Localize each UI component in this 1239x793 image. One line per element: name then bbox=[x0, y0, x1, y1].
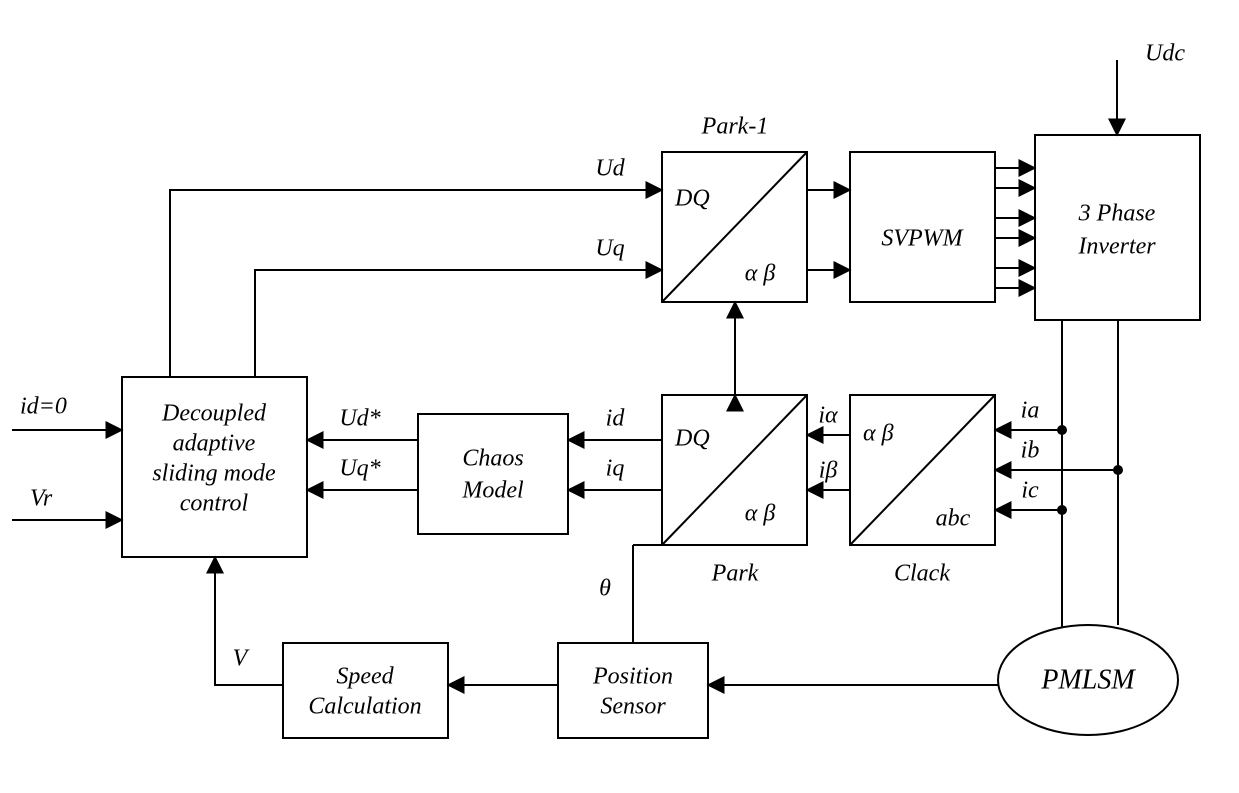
controller-line4: control bbox=[180, 491, 249, 517]
udc-label: Udc bbox=[1145, 41, 1185, 67]
edge-id0: id=0 bbox=[12, 394, 122, 431]
controller-block: Decoupled adaptive sliding mode control bbox=[122, 377, 307, 557]
clark-abc: abc bbox=[936, 506, 971, 532]
edge-chaos-controller: Ud* Uq* bbox=[307, 406, 418, 491]
pmlsm-block: PMLSM bbox=[998, 625, 1178, 735]
ib-label: ib bbox=[1021, 438, 1040, 464]
controller-line3: sliding mode bbox=[152, 461, 276, 487]
block-diagram: Decoupled adaptive sliding mode control … bbox=[0, 0, 1239, 793]
svpwm-block: SVPWM bbox=[850, 152, 995, 302]
edge-inverter-pmlsm bbox=[1062, 320, 1118, 627]
pos-sensor-line2: Sensor bbox=[600, 694, 666, 720]
uqstar-label: Uq* bbox=[339, 456, 380, 482]
inverter-block: 3 Phase Inverter bbox=[1035, 135, 1200, 320]
clark-block: α β abc Clack bbox=[850, 395, 995, 587]
edge-parkinv-svpwm bbox=[807, 190, 850, 270]
park-inv-dq: DQ bbox=[674, 186, 710, 212]
pmlsm-label: PMLSM bbox=[1040, 664, 1136, 695]
edge-ud: Ud bbox=[170, 156, 662, 378]
park-caption: Park bbox=[711, 561, 759, 587]
edge-iabc: ia ib ic bbox=[995, 398, 1123, 516]
park-inv-caption: Park-1 bbox=[701, 114, 769, 140]
edge-udc: Udc bbox=[1117, 41, 1185, 136]
park-ab: α β bbox=[745, 501, 776, 527]
clark-caption: Clack bbox=[894, 561, 950, 587]
edge-svpwm-inverter bbox=[995, 168, 1035, 288]
v-label: V bbox=[233, 646, 250, 672]
ibeta-label: iβ bbox=[819, 458, 838, 484]
chaos-block: Chaos Model bbox=[418, 414, 568, 534]
ic-label: ic bbox=[1021, 478, 1039, 504]
edge-clark-park: iα iβ bbox=[807, 403, 850, 491]
speed-calc-line1: Speed bbox=[336, 664, 394, 690]
edge-vr: Vr bbox=[12, 486, 122, 521]
ialpha-label: iα bbox=[818, 403, 838, 429]
speed-calc-line2: Calculation bbox=[308, 694, 421, 720]
park-block: DQ α β Park bbox=[662, 395, 807, 587]
inverter-line1: 3 Phase bbox=[1078, 201, 1156, 227]
id-label: id bbox=[606, 406, 626, 432]
udstar-label: Ud* bbox=[339, 406, 380, 432]
edge-speed-controller: V bbox=[215, 557, 283, 685]
svpwm-label: SVPWM bbox=[881, 226, 964, 252]
edge-uq: Uq bbox=[255, 236, 662, 378]
edge-park-chaos: id iq bbox=[568, 406, 662, 491]
park-inverse-block: DQ α β Park-1 bbox=[662, 114, 807, 303]
speed-calc-block: Speed Calculation bbox=[283, 643, 448, 738]
vr-label: Vr bbox=[30, 486, 53, 512]
park-inv-ab: α β bbox=[745, 261, 776, 287]
clark-ab: α β bbox=[863, 421, 894, 447]
uq-label: Uq bbox=[595, 236, 624, 262]
iq-label: iq bbox=[606, 456, 625, 482]
controller-line2: adaptive bbox=[173, 431, 256, 457]
inverter-line2: Inverter bbox=[1077, 234, 1156, 260]
chaos-line1: Chaos bbox=[462, 446, 523, 472]
id0-label: id=0 bbox=[20, 394, 67, 420]
pos-sensor-line1: Position bbox=[592, 664, 673, 690]
position-sensor-block: Position Sensor bbox=[558, 643, 708, 738]
park-dq: DQ bbox=[674, 426, 710, 452]
ia-label: ia bbox=[1021, 398, 1040, 424]
chaos-line2: Model bbox=[461, 478, 524, 504]
controller-line1: Decoupled bbox=[161, 401, 267, 427]
theta-label: θ bbox=[599, 576, 611, 602]
ud-label: Ud bbox=[595, 156, 625, 182]
